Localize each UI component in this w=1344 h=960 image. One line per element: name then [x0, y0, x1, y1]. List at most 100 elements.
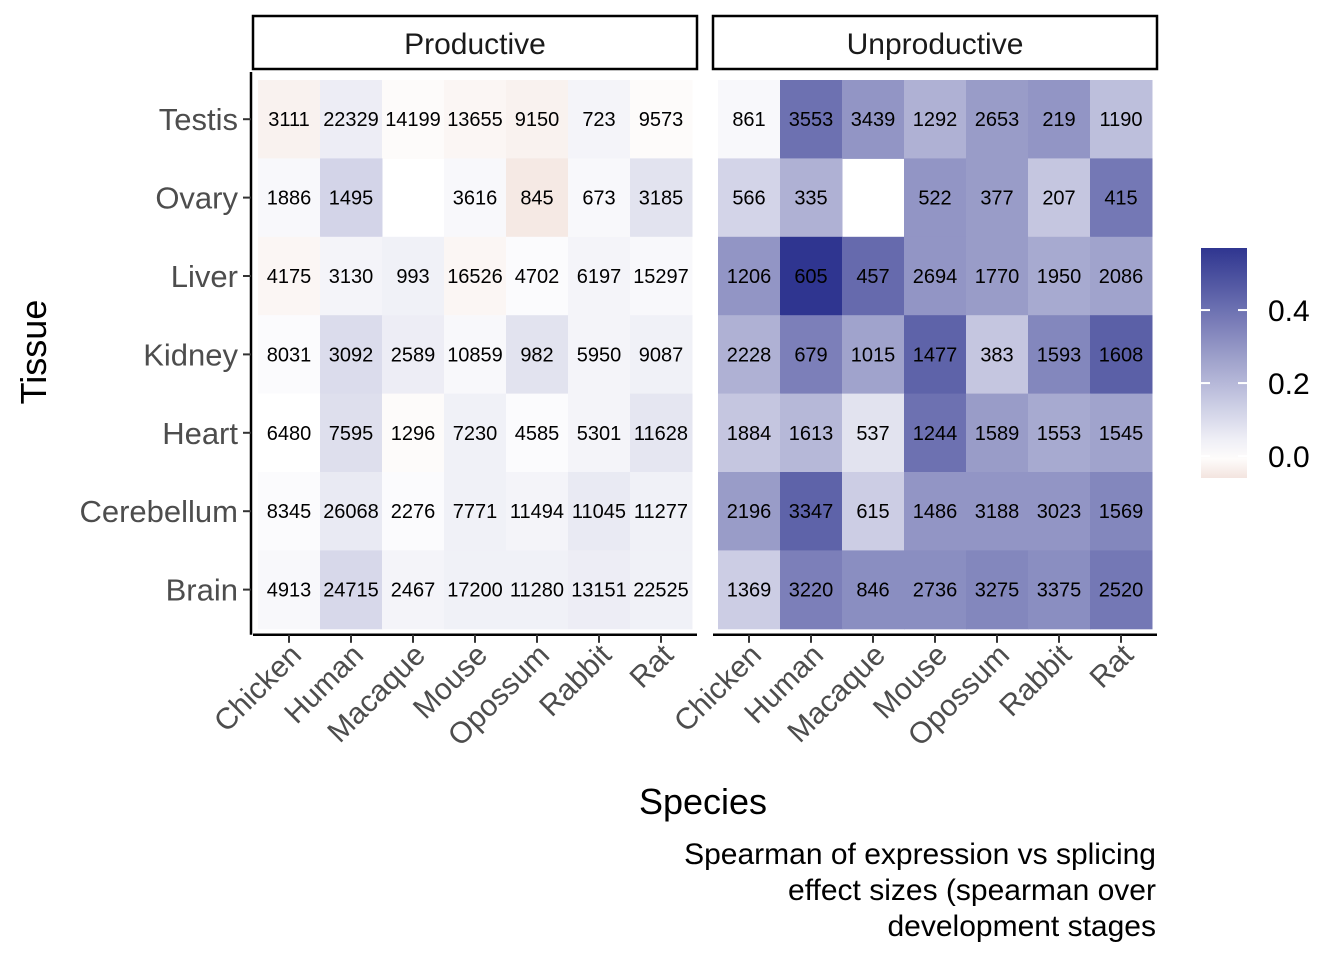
heatmap-cell — [258, 158, 321, 238]
x-tick-label: Chicken — [668, 638, 768, 738]
heatmap-cell — [1028, 236, 1091, 316]
cell-label: 2653 — [975, 109, 1020, 131]
x-tick-label: Rabbit — [533, 638, 618, 723]
cell-label: 1545 — [1099, 423, 1144, 445]
legend-tick-label: 0.0 — [1268, 441, 1310, 474]
heatmap-cell — [966, 315, 1029, 395]
heatmap-cell — [904, 158, 967, 238]
heatmap-cell — [568, 158, 631, 238]
heatmap-cell — [904, 315, 967, 395]
cell-label: 522 — [918, 188, 951, 210]
heatmap-cell — [630, 393, 693, 473]
cell-label: 383 — [980, 344, 1013, 366]
heatmap-cell — [842, 315, 905, 395]
cell-label: 13655 — [447, 109, 503, 131]
heatmap-cell — [506, 550, 569, 630]
heatmap-cell — [718, 80, 781, 159]
cell-label: 1477 — [913, 344, 958, 366]
cell-label: 3188 — [975, 501, 1020, 523]
cell-label: 673 — [582, 188, 615, 210]
heatmap-cell — [320, 472, 383, 551]
heatmap-cell — [966, 393, 1029, 473]
heatmap-cell — [780, 550, 843, 630]
heatmap-cell — [718, 393, 781, 473]
heatmap-cell — [568, 80, 631, 159]
heatmap-cell — [842, 550, 905, 630]
cell-label: 22329 — [323, 109, 379, 131]
cell-label: 3616 — [453, 188, 498, 210]
heatmap-cell — [258, 80, 321, 159]
facet-strip-label: Unproductive — [847, 28, 1024, 61]
heatmap-cell — [444, 80, 507, 159]
cell-label: 1190 — [1099, 109, 1142, 131]
cell-label: 9087 — [639, 344, 684, 366]
heatmap-cell — [444, 158, 507, 238]
cell-label: 24715 — [323, 580, 379, 602]
cell-label: 11277 — [634, 501, 688, 523]
heatmap-cell — [966, 550, 1029, 630]
heatmap-cell — [568, 472, 631, 551]
cell-label: 14199 — [385, 109, 441, 131]
y-tick-label: Kidney — [143, 337, 238, 372]
cell-label: 1950 — [1037, 266, 1082, 288]
heatmap-cell — [1028, 550, 1091, 630]
cell-label: 4913 — [267, 580, 312, 602]
cell-label: 15297 — [633, 266, 689, 288]
cell-label: 1244 — [913, 423, 958, 445]
cell-label: 8345 — [267, 501, 312, 523]
heatmap-cell — [630, 236, 693, 316]
heatmap-cell — [506, 236, 569, 316]
x-tick-label: Rat — [624, 638, 681, 695]
heatmap-cell — [1090, 80, 1153, 159]
cell-label: 1495 — [329, 188, 374, 210]
cell-label: 845 — [520, 188, 553, 210]
heatmap-cell — [444, 236, 507, 316]
cell-label: 1292 — [913, 109, 958, 131]
heatmap-cell — [780, 158, 843, 238]
cell-label: 982 — [520, 344, 553, 366]
cell-label: 17200 — [447, 580, 503, 602]
cell-label: 26068 — [323, 501, 379, 523]
heatmap-cell — [1090, 393, 1153, 473]
cell-label: 4702 — [515, 266, 560, 288]
heatmap-cell — [904, 80, 967, 159]
cell-label: 3023 — [1037, 501, 1082, 523]
x-tick-label: Chicken — [208, 638, 308, 738]
cell-label: 1569 — [1099, 501, 1144, 523]
heatmap-cell — [1028, 472, 1091, 551]
cell-label: 16526 — [447, 266, 503, 288]
heatmap-cell — [506, 393, 569, 473]
y-tick-label: Cerebellum — [79, 494, 238, 529]
legend-tick-label: 0.4 — [1268, 295, 1310, 328]
cell-label: 723 — [582, 109, 615, 131]
heatmap-cell — [1028, 80, 1091, 159]
heatmap-cell — [320, 550, 383, 630]
cell-label: 1593 — [1037, 344, 1082, 366]
heatmap-cell — [320, 236, 383, 316]
cell-label: 10859 — [447, 344, 503, 366]
cell-label: 11628 — [634, 423, 688, 445]
cell-label: 1206 — [727, 266, 772, 288]
heatmap-cell — [506, 315, 569, 395]
heatmap-cell — [780, 472, 843, 551]
heatmap-cell — [780, 80, 843, 159]
cell-label: 377 — [980, 188, 1013, 210]
cell-label: 615 — [856, 501, 889, 523]
heatmap-cell — [258, 236, 321, 316]
heatmap-cell — [382, 472, 445, 551]
cell-label: 5950 — [577, 344, 622, 366]
heatmap-cell — [1028, 315, 1091, 395]
cell-label: 3220 — [789, 580, 834, 602]
y-axis-title: Tissue — [13, 300, 54, 405]
cell-label: 2467 — [391, 580, 436, 602]
cell-label: 1884 — [727, 423, 772, 445]
heatmap-cell — [258, 472, 321, 551]
cell-label: 1369 — [727, 580, 772, 602]
cell-label: 3375 — [1037, 580, 1082, 602]
heatmap-cell — [780, 393, 843, 473]
cell-label: 2228 — [727, 344, 772, 366]
cell-label: 3130 — [329, 266, 374, 288]
heatmap-cell — [904, 236, 967, 316]
heatmap-cell — [1090, 315, 1153, 395]
cell-label: 1770 — [975, 266, 1020, 288]
